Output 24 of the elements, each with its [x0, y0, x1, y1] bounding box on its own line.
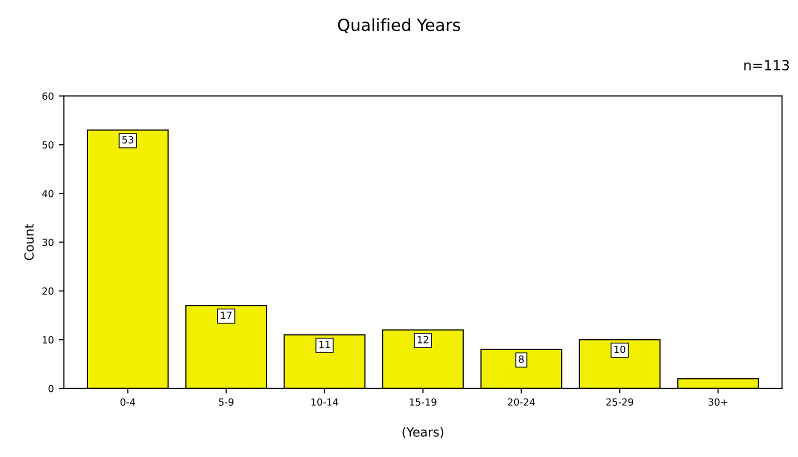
y-tick-label: 60: [42, 92, 54, 100]
y-tick-label: 10: [42, 336, 54, 344]
data-label: 12: [418, 336, 428, 344]
data-label: 8: [518, 355, 524, 363]
data-label: 11: [319, 340, 330, 348]
x-tick-label: 0-4: [120, 398, 136, 406]
data-label: 17: [221, 312, 232, 319]
x-tick-label: 10-14: [312, 398, 338, 406]
x-tick-label: 20-24: [508, 398, 535, 406]
y-tick-label: 30: [42, 238, 54, 246]
y-axis-title: Count: [24, 224, 34, 260]
chart-title: Qualified Years: [338, 18, 460, 34]
x-tick-label: 25-29: [606, 398, 634, 406]
x-tick-label: 5-9: [218, 398, 234, 406]
text: n=113: [744, 60, 789, 70]
x-axis-title: (Years): [402, 427, 444, 438]
x-tick-label: 30+: [708, 398, 728, 406]
y-tick-label: 0: [48, 384, 54, 392]
y-tick-label: 50: [42, 141, 54, 149]
x-tick-label: 15-19: [410, 398, 436, 406]
data-label: 53: [122, 136, 134, 144]
y-tick-label: 20: [42, 287, 54, 295]
data-label: 10: [614, 346, 626, 354]
y-tick-label: 40: [42, 190, 54, 198]
